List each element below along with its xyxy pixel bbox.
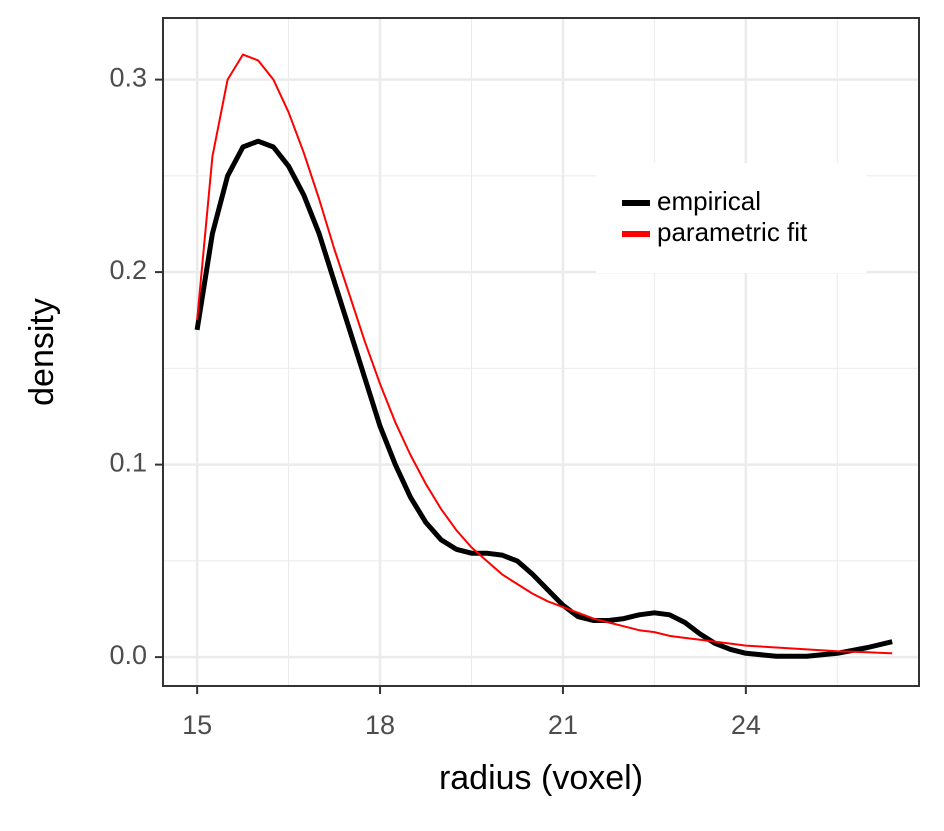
y-tick-label: 0.2 [109, 255, 147, 285]
y-axis-title: density [23, 298, 61, 406]
y-tick-label: 0.1 [109, 448, 147, 478]
x-tick-label: 24 [731, 710, 761, 740]
x-tick-label: 21 [548, 710, 578, 740]
legend-label: empirical [657, 186, 761, 216]
x-axis-title: radius (voxel) [439, 759, 643, 797]
line-series [194, 138, 893, 659]
x-tick-label: 15 [182, 710, 212, 740]
plot-border [162, 17, 920, 687]
legend-background [596, 163, 866, 273]
y-tick-label: 0.3 [109, 63, 147, 93]
y-tick-label: 0.0 [109, 640, 147, 670]
x-tick-label: 18 [365, 710, 395, 740]
legend-label: parametric fit [657, 217, 808, 247]
line-series [196, 53, 893, 655]
